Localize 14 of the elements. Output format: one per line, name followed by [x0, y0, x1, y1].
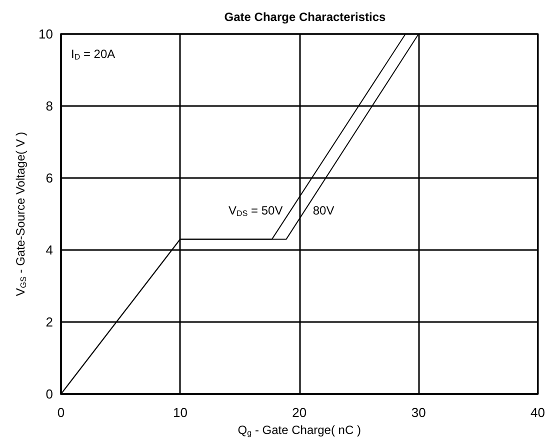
series-label: 80V: [312, 203, 334, 218]
y-tick-label: 8: [46, 98, 53, 114]
x-tick-label: 10: [172, 405, 188, 420]
x-tick-label: 40: [530, 405, 546, 420]
y-tick-label: 6: [46, 170, 53, 186]
y-tick-label: 4: [46, 242, 53, 258]
x-tick-label: 30: [411, 405, 426, 420]
y-tick-label: 2: [46, 314, 53, 330]
y-tick-label: 0: [46, 386, 53, 402]
y-axis-title: VGS - Gate-Source Voltage( V ): [14, 132, 28, 296]
x-tick-label: 0: [57, 405, 65, 420]
x-tick-label: 20: [292, 405, 307, 420]
y-tick-label: 10: [38, 26, 53, 42]
chart-title: Gate Charge Characteristics: [224, 10, 386, 24]
